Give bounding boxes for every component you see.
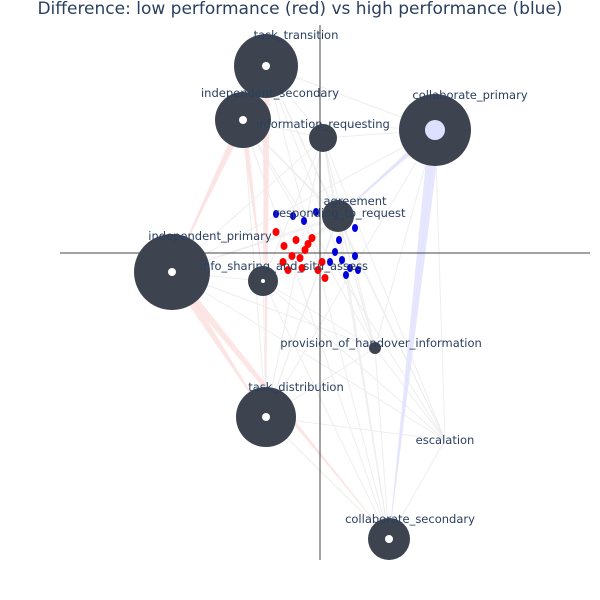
high-performance-marker [301,217,307,225]
low-performance-marker [288,252,296,260]
edge [265,129,436,418]
high-performance-marker [290,212,296,220]
high-performance-marker [273,210,279,218]
high-performance-marker [352,252,358,260]
low-performance-marker [318,258,326,266]
weighted-edge [240,119,263,281]
edge [242,119,267,418]
high-performance-marker [339,256,345,264]
low-performance-marker [279,258,287,266]
low-performance-marker [304,240,312,248]
node-provision_of_handover_information[interactable] [369,342,381,354]
edge [262,280,376,349]
low-performance-marker [272,228,280,236]
high-performance-marker [327,258,333,266]
low-performance-marker [321,274,329,282]
low-performance-marker [301,246,309,254]
high-performance-marker [336,236,342,244]
edge [374,347,390,540]
high-performance-marker [343,271,349,279]
labels-layer: task_transition independent_secondaryinfo… [148,28,528,526]
node-information_requesting[interactable] [309,124,337,152]
edge [262,217,339,282]
high-performance-marker [355,266,361,274]
edge [337,217,376,349]
edge [262,280,446,441]
edge [171,271,446,441]
node-label-responding_to_request: responding_to_request [274,206,406,220]
edge [262,137,324,282]
node-label-info_sharing_and_situ_assess: info_sharing_and_situ_assess [200,259,368,273]
node-hole [262,413,270,421]
high-performance-marker [332,248,338,256]
edge [322,137,376,349]
low-performance-marker [292,236,300,244]
high-performance-marker [347,264,353,272]
node-label-independent_primary: independent_primary [148,229,272,243]
loop-markers-layer [272,208,361,282]
edge [434,129,446,441]
weighted-edge [389,129,441,539]
weighted-edge [172,118,247,272]
edge [374,347,446,441]
node-label-escalation: escalation [416,433,475,447]
edge [322,137,446,441]
edge [265,217,339,418]
low-performance-marker [280,242,288,250]
low-performance-marker [284,266,292,274]
node-hole [385,535,393,543]
node-hole [239,116,247,124]
high-performance-marker [352,224,358,232]
node-label-provision_of_handover_information: provision_of_handover_information [280,336,482,350]
low-performance-marker [296,254,304,262]
node-label-collaborate_secondary: collaborate_secondary [345,512,475,526]
weighted-edge [262,66,270,417]
low-performance-marker [314,266,322,274]
node-label-task_transition: task_transition [254,28,339,42]
edge [265,416,446,441]
node-hole [425,120,445,140]
node-label-task_distribution: task_distribution [248,380,344,394]
low-performance-marker [308,234,316,242]
edge [374,129,436,349]
weighted-edge [167,269,266,417]
edge [262,280,390,540]
edge [171,129,436,273]
edge [265,137,324,418]
node-hole [168,268,176,276]
nodes-layer [134,34,471,560]
edge [242,119,446,441]
node-hole [262,62,270,70]
low-performance-marker [298,264,306,272]
node-hole [261,279,265,283]
node-label-agreement: agreement [323,194,387,208]
node-agreement[interactable] [322,200,354,232]
node-label-information_requesting: information_requesting [256,117,390,131]
node-label-independent_secondary: independent_secondary [201,86,339,100]
chart-title: Difference: low performance (red) vs hig… [37,0,563,19]
high-performance-marker [313,208,319,216]
node-label-collaborate_primary: collaborate_primary [412,88,527,102]
edge [265,65,390,540]
